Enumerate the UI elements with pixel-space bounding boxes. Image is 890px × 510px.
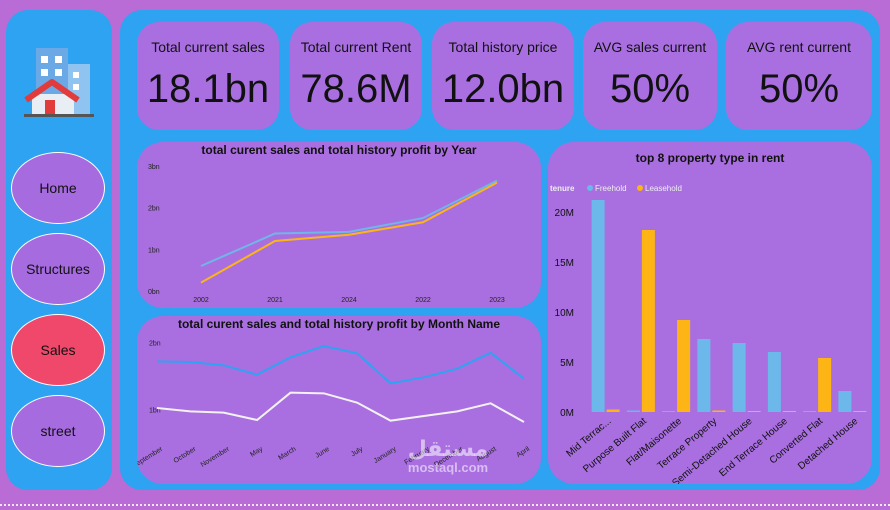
building-logo-icon [24,48,94,117]
chart-rent: tenure Freehold Leasehold0M5M10M15M20MMid … [550,184,867,484]
kpi-label: Total current sales [151,39,265,55]
bar [818,358,832,412]
bar [626,410,640,412]
y-tick-label: 0M [560,408,574,419]
y-tick-label: 3bn [148,164,160,171]
watermark: مستقل mostaql.com [388,437,508,475]
x-tick-label: Terrace Property [656,416,720,472]
chart-year: 0bn 1bn 2bn 3bn 2002 2021 2024 2022 2023 [148,164,505,304]
legend-marker-leasehold [637,185,643,191]
x-tick-label: June [314,446,331,460]
x-tick-label: April [515,446,531,460]
kpi-label: AVG rent current [746,39,851,55]
chart-month: 1bn 2bn September October November May March Ju… [137,341,531,470]
kpi-label: Total history price [448,39,558,55]
x-tick-label: Purpose Built Flat [581,416,649,475]
kpi-value: 18.1bn [146,67,270,111]
x-tick-label: May [249,446,264,459]
bar [803,411,817,412]
nav-home-label: Home [39,180,77,196]
x-tick-label: 2002 [193,297,209,304]
bar [838,391,852,412]
kpi-total-current-rent: Total current Rent 78.6M [290,22,422,130]
frame-border [0,504,890,506]
bar [606,409,620,412]
bar [732,343,746,412]
bar [662,411,676,412]
y-tick-label: 1bn [148,247,160,254]
watermark-arabic: مستقل [407,436,489,461]
bar [641,230,655,412]
sidebar: Home Structures Sales street [6,10,112,490]
series-line [200,179,498,267]
legend-marker-freehold [587,185,593,191]
bar [767,352,781,412]
bar [697,339,711,412]
nav-sales-label: Sales [40,342,76,358]
x-tick-label: November [200,445,232,468]
y-tick-label: 2bn [149,341,161,348]
x-tick-label: 2023 [489,297,505,304]
chart-rent-panel[interactable]: top 8 property type in rent tenure Freeho… [548,142,872,484]
kpi-value: 12.0bn [441,67,565,111]
nav-structures-label: Structures [26,261,90,277]
chart-month-title: total curent sales and total history pro… [177,317,501,331]
legend-title: tenure [550,184,575,193]
y-tick-label: 1bn [149,407,161,414]
nav-home-button[interactable]: Home [11,152,105,224]
chart-year-panel[interactable]: total curent sales and total history pro… [137,142,541,308]
main-canvas: Total current sales 18.1bn Total current… [120,10,880,490]
kpi-total-current-sales: Total current sales 18.1bn [137,22,279,130]
x-tick-label: 2024 [341,297,357,304]
x-tick-label: September [137,445,165,469]
chart-year-title: total curent sales and total history pro… [201,143,477,157]
kpi-value: 50% [758,67,840,111]
nav-structures-button[interactable]: Structures [11,233,105,305]
series-line [156,344,525,385]
x-tick-label: July [350,445,365,458]
x-tick-label: Detached House [796,416,860,473]
kpi-total-history-price: Total history price 12.0bn [432,22,574,130]
series-line [200,181,498,284]
bar [747,411,761,412]
legend-label-leasehold: Leasehold [645,184,682,193]
bar [853,411,867,412]
kpi-value: 50% [609,67,691,111]
bar [782,411,796,412]
kpi-value: 78.6M [300,67,412,111]
x-tick-label: March [277,446,297,462]
kpi-avg-rent-current: AVG rent current 50% [726,22,872,130]
nav-street-label: street [40,423,76,439]
x-tick-label: 2022 [415,297,431,304]
watermark-latin: mostaql.com [407,460,489,475]
nav-sales-button[interactable]: Sales [11,314,105,386]
chart-month-panel[interactable]: total curent sales and total history pro… [137,316,541,484]
y-tick-label: 15M [555,258,574,269]
y-tick-label: 0bn [148,289,160,296]
series-line [156,391,525,423]
bar [677,320,691,412]
bar [712,410,726,412]
x-tick-label: 2021 [267,297,283,304]
y-tick-label: 5M [560,358,574,369]
y-tick-label: 20M [555,208,574,219]
nav-street-button[interactable]: street [11,395,105,467]
kpi-label: AVG sales current [593,39,707,55]
y-tick-label: 2bn [148,206,160,213]
chart-rent-title: top 8 property type in rent [635,151,785,165]
x-tick-label: October [173,445,198,464]
kpi-label: Total current Rent [300,39,412,55]
legend-label-freehold: Freehold [595,184,627,193]
y-tick-label: 10M [555,308,574,319]
bar [591,200,605,412]
kpi-avg-sales-current: AVG sales current 50% [583,22,717,130]
